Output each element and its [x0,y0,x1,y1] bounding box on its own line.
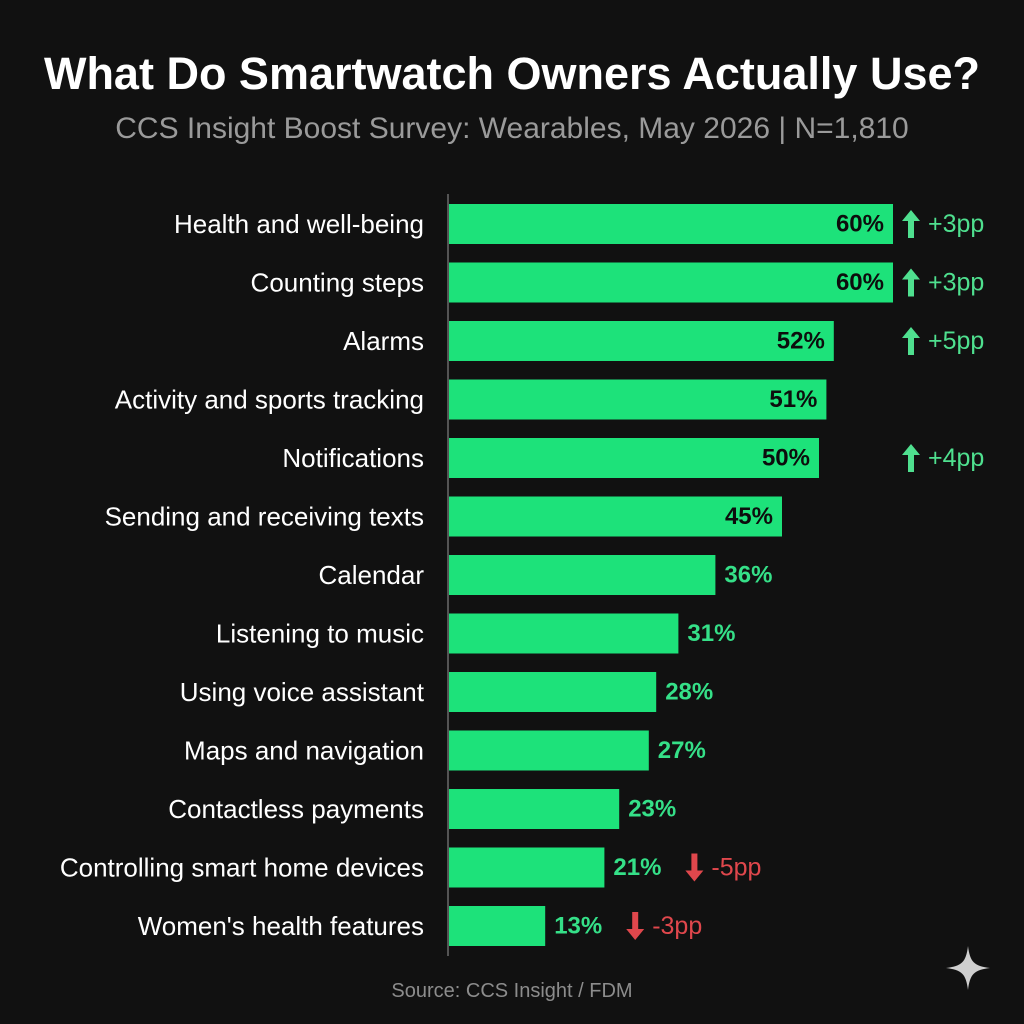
category-label: Notifications [282,443,424,473]
change-label: -3pp [652,912,702,940]
value-label: 60% [836,269,884,296]
bar [449,438,819,478]
bar [449,613,679,654]
chart-title: What Do Smartwatch Owners Actually Use? [43,48,981,99]
change-label: +3pp [928,210,984,238]
bar [449,847,605,888]
sparkle-icon [946,946,990,990]
category-label: Alarms [343,326,424,356]
category-label: Sending and receiving texts [105,502,424,532]
category-label: Activity and sports tracking [115,385,424,415]
bar [449,730,649,771]
bar [449,672,657,712]
source-note: Source: CCS Insight / FDM [391,980,633,1002]
arrow-up-icon [902,210,920,238]
category-label: Calendar [318,560,424,590]
value-label: 52% [777,328,825,355]
bar [449,262,893,303]
category-label: Women's health features [138,911,424,941]
category-label: Using voice assistant [180,677,425,707]
change-label: -5pp [711,854,761,882]
category-label: Controlling smart home devices [60,853,424,883]
change-label: +4pp [928,444,984,472]
value-label: 60% [836,211,884,238]
value-label: 23% [628,796,676,823]
bar [449,906,546,946]
value-label: 13% [554,913,602,940]
arrow-up-icon [902,268,920,297]
arrow-down-icon [685,853,704,882]
arrow-up-icon [902,327,920,355]
category-label: Health and well-being [174,209,424,239]
arrow-up-icon [902,444,920,472]
bar [449,496,782,537]
change-label: +3pp [928,269,984,297]
value-label: 31% [687,620,735,647]
value-label: 36% [724,562,772,589]
value-label: 45% [725,503,773,530]
category-label: Maps and navigation [184,736,424,766]
arrow-down-icon [626,912,645,940]
bar [449,321,834,361]
bar [449,379,827,420]
change-label: +5pp [928,327,984,355]
value-label: 21% [613,854,661,881]
bar [449,789,620,829]
category-label: Contactless payments [168,794,424,824]
value-label: 27% [658,737,706,764]
value-label: 50% [762,445,810,472]
bar [449,204,893,244]
bar [449,555,716,595]
value-label: 28% [665,679,713,706]
value-label: 51% [769,386,817,413]
category-label: Counting steps [251,268,424,298]
category-label: Listening to music [216,619,424,649]
chart-subtitle: CCS Insight Boost Survey: Wearables, May… [115,112,909,145]
